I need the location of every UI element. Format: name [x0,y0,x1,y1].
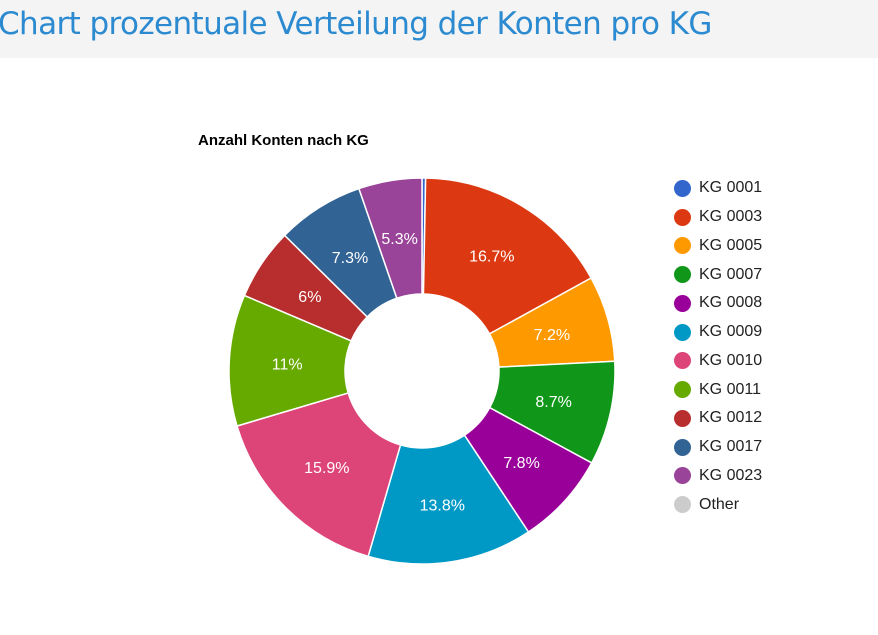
slice-label-kg-0005: 7.2% [534,327,570,344]
legend-swatch [674,208,691,226]
donut-chart: 16.7% 7.2% 8.7% 7.8% 13.8% 15.9% 11% 6% 7.3% 5.3% [228,177,616,565]
slice-label-kg-0003: 16.7% [469,248,514,265]
page-title: Chart prozentuale Verteilung der Konten … [0,6,712,42]
legend-item-kg-0007[interactable]: KG 0007 [674,260,762,289]
legend-label: KG 0011 [699,380,761,398]
legend-item-kg-0017[interactable]: KG 0017 [674,433,762,462]
slice-label-kg-0009: 13.8% [420,497,465,514]
legend-item-other[interactable]: Other [674,490,762,519]
legend-label: Other [699,495,740,513]
legend-swatch [674,467,691,485]
slice-label-kg-0023: 5.3% [381,231,417,248]
legend-swatch [674,294,691,312]
legend-swatch [674,179,691,197]
chart-legend: KG 0001 KG 0003 KG 0005 KG 0007 KG 0008 KG 00… [674,174,762,519]
slice-label-kg-0012: 6% [298,289,321,306]
legend-label: KG 0005 [699,236,763,254]
legend-item-kg-0023[interactable]: KG 0023 [674,462,762,491]
legend-label: KG 0001 [699,179,763,197]
slice-kg-0023[interactable] [357,177,423,300]
slice-label-kg-0007: 8.7% [535,394,571,411]
legend-swatch [674,352,691,370]
legend-item-kg-0012[interactable]: KG 0012 [674,404,762,433]
slice-kg-0009[interactable] [367,434,530,565]
legend-label: KG 0023 [699,466,763,484]
legend-item-kg-0003[interactable]: KG 0003 [674,203,762,232]
chart-container: Anzahl Konten nach KG 16.7% 7.2% 8.7% 7.8% 1… [0,58,878,635]
legend-swatch [674,323,691,341]
legend-label: KG 0008 [699,294,763,312]
legend-swatch [674,438,691,456]
legend-item-kg-0009[interactable]: KG 0009 [674,318,762,347]
legend-item-kg-0001[interactable]: KG 0001 [674,174,762,203]
slice-label-kg-0017: 7.3% [332,250,368,267]
legend-item-kg-0010[interactable]: KG 0010 [674,347,762,376]
slice-label-kg-0008: 7.8% [503,455,539,472]
slice-label-kg-0010: 15.9% [304,460,349,477]
slice-label-kg-0011: 11% [272,356,303,373]
legend-label: KG 0009 [699,323,763,341]
legend-swatch [674,266,691,284]
legend-swatch [674,409,691,427]
legend-swatch [674,237,691,255]
slice-kg-0003[interactable] [422,177,593,335]
page-header: Chart prozentuale Verteilung der Konten … [0,0,878,58]
legend-item-kg-0005[interactable]: KG 0005 [674,232,762,261]
legend-label: KG 0003 [699,208,763,226]
legend-item-kg-0011[interactable]: KG 0011 [674,375,762,404]
legend-label: KG 0010 [699,351,763,369]
slice-kg-0010[interactable] [236,392,402,558]
legend-label: KG 0012 [699,409,763,427]
legend-label: KG 0017 [699,438,763,456]
legend-swatch [674,381,691,399]
legend-item-kg-0008[interactable]: KG 0008 [674,289,762,318]
legend-label: KG 0007 [699,265,763,283]
legend-swatch [674,496,691,514]
chart-title: Anzahl Konten nach KG [198,132,369,149]
